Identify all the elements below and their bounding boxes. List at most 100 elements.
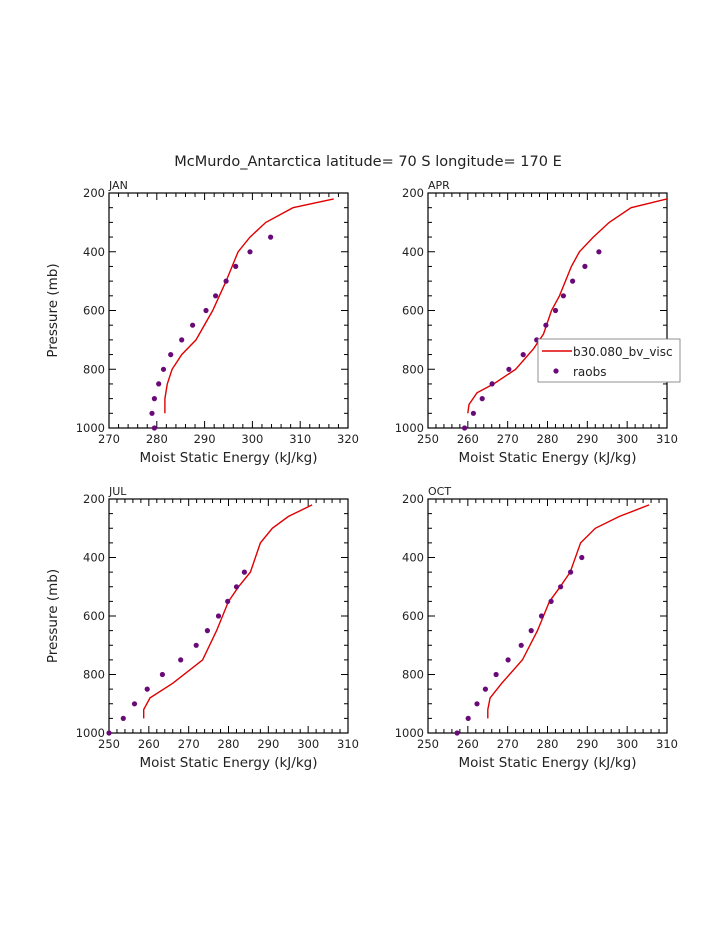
- raobs-point-oct: [518, 642, 524, 648]
- raobs-point-jan: [268, 234, 274, 240]
- legend-raobs-label: raobs: [573, 365, 607, 379]
- raobs-point-apr: [552, 307, 559, 314]
- y-tick-label-oct: 1000: [395, 726, 424, 740]
- raobs-point-apr: [560, 293, 567, 299]
- panels: JAN 270 280 290 300 310 320 200 400 600 800 1000 Moi…: [45, 179, 681, 771]
- raobs-point-oct: [482, 686, 488, 692]
- raobs-point-jul: [204, 628, 210, 634]
- raobs-point-jul: [106, 730, 112, 736]
- panel-title-oct: OCT: [428, 485, 451, 498]
- raobs-point-jan: [223, 278, 229, 284]
- raobs-point-apr: [582, 263, 588, 269]
- raobs-point-jul: [159, 671, 165, 678]
- x-tick-label-oct: 250: [417, 737, 439, 751]
- raobs-point-apr: [462, 425, 468, 431]
- raobs-point-apr: [570, 278, 576, 284]
- raobs-point-oct: [474, 701, 480, 707]
- x-tick-label-jul: 260: [138, 737, 160, 751]
- raobs-point-jan: [149, 410, 155, 416]
- raobs-point-jan: [160, 366, 167, 372]
- x-tick-label-apr: 260: [457, 432, 479, 446]
- x-tick-label-jul: 310: [337, 737, 359, 751]
- raobs-point-jul: [120, 715, 126, 722]
- raobs-point-apr: [506, 366, 512, 372]
- x-tick-label-jan: 320: [337, 432, 359, 446]
- x-tick-label-apr: 270: [497, 432, 519, 446]
- panel-title-jan: JAN: [108, 179, 128, 192]
- legend-model-label: b30.080_bv_visc: [573, 345, 673, 359]
- raobs-point-apr: [520, 352, 526, 358]
- x-tick-label-oct: 300: [616, 737, 638, 751]
- x-tick-label-oct: 310: [656, 737, 678, 751]
- model-line-apr: [467, 198, 667, 414]
- y-axis-label-jan: Pressure (mb): [45, 263, 61, 357]
- legend-raobs-marker: [553, 368, 559, 374]
- panel-title-jul: JUL: [108, 485, 127, 498]
- raobs-point-apr: [489, 381, 495, 387]
- raobs-point-oct: [568, 569, 574, 575]
- y-tick-label-apr: 400: [402, 245, 424, 259]
- raobs-point-oct: [528, 628, 534, 634]
- x-tick-label-oct: 270: [497, 737, 519, 751]
- raobs-point-oct: [548, 598, 554, 605]
- raobs-point-jan: [179, 337, 185, 343]
- raobs-point-jan: [190, 322, 196, 328]
- y-tick-label-apr: 1000: [395, 421, 424, 435]
- model-line-jan: [164, 198, 334, 414]
- y-tick-label-oct: 800: [402, 668, 424, 682]
- raobs-point-jul: [241, 569, 247, 575]
- raobs-point-apr: [479, 396, 485, 402]
- figure-title: McMurdo_Antarctica latitude= 70 S longit…: [174, 154, 561, 170]
- raobs-point-oct: [454, 730, 460, 736]
- y-tick-label-jan: 200: [83, 186, 105, 200]
- x-tick-label-apr: 280: [537, 432, 559, 446]
- x-tick-label-oct: 280: [537, 737, 559, 751]
- panel-jul: JUL 250 260 270 280 290 300 310 200 400 600 800 1000…: [45, 485, 359, 771]
- y-tick-label-jan: 600: [83, 304, 105, 318]
- raobs-point-jul: [225, 598, 231, 605]
- y-tick-label-oct: 600: [402, 609, 424, 623]
- raobs-point-oct: [579, 554, 585, 561]
- y-tick-label-jan: 800: [83, 362, 105, 376]
- x-tick-label-jul: 290: [257, 737, 279, 751]
- raobs-point-oct: [493, 671, 499, 678]
- raobs-point-apr: [543, 322, 549, 328]
- x-axis-label-jul: Moist Static Energy (kJ/kg): [140, 755, 318, 771]
- raobs-point-jan: [151, 425, 157, 431]
- raobs-point-oct: [465, 715, 471, 722]
- panel-oct: OCT 250 260 270 280 290 300 310 200 400 600 800 1000…: [395, 485, 678, 771]
- raobs-point-jan: [247, 249, 253, 255]
- raobs-point-oct: [538, 613, 545, 619]
- x-tick-label-oct: 260: [457, 737, 479, 751]
- y-tick-label-jul: 800: [83, 668, 105, 682]
- raobs-point-jul: [178, 657, 184, 663]
- raobs-point-apr: [470, 410, 476, 416]
- raobs-point-oct: [558, 584, 564, 590]
- y-tick-label-oct: 200: [402, 492, 424, 506]
- raobs-point-jul: [144, 686, 150, 692]
- y-tick-label-apr: 200: [402, 186, 424, 200]
- y-tick-label-jul: 400: [83, 551, 105, 565]
- raobs-point-jan: [168, 352, 174, 358]
- x-tick-label-jan: 280: [146, 432, 168, 446]
- x-tick-label-apr: 300: [616, 432, 638, 446]
- x-tick-label-apr: 290: [576, 432, 598, 446]
- x-tick-label-jan: 300: [241, 432, 263, 446]
- y-tick-label-jul: 1000: [76, 726, 105, 740]
- x-tick-label-jul: 250: [98, 737, 120, 751]
- x-tick-label-jan: 270: [98, 432, 120, 446]
- x-tick-label-apr: 250: [417, 432, 439, 446]
- y-axis-label-jul: Pressure (mb): [45, 569, 61, 663]
- x-tick-label-jan: 310: [289, 432, 311, 446]
- x-tick-label-jul: 280: [218, 737, 240, 751]
- x-tick-label-oct: 290: [576, 737, 598, 751]
- x-axis-label-oct: Moist Static Energy (kJ/kg): [459, 755, 637, 771]
- x-tick-label-jul: 270: [178, 737, 200, 751]
- y-tick-label-jul: 200: [83, 492, 105, 506]
- y-tick-label-jan: 1000: [76, 421, 105, 435]
- raobs-point-jan: [156, 381, 162, 387]
- y-tick-label-jan: 400: [83, 245, 105, 259]
